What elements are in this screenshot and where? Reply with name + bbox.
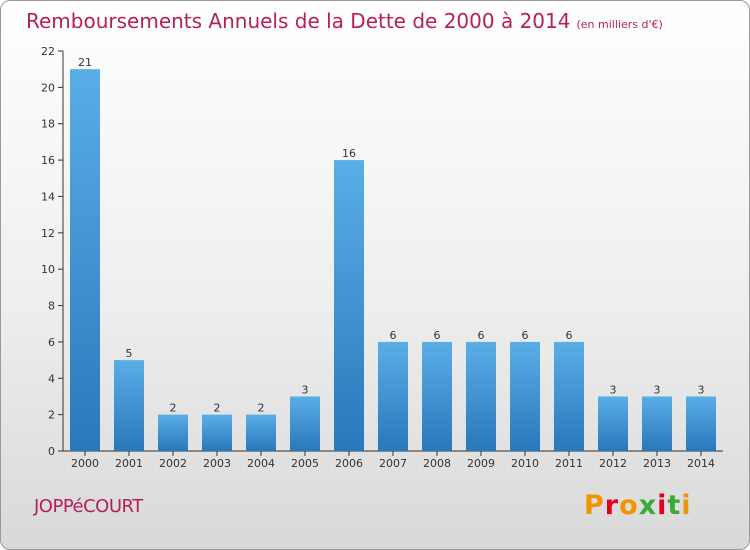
y-tick-label: 20 [41, 81, 55, 94]
data-label: 2 [258, 402, 265, 415]
bar-2001 [114, 360, 144, 451]
data-label: 6 [566, 329, 573, 342]
data-label: 6 [522, 329, 529, 342]
x-tick-label: 2009 [467, 457, 495, 470]
data-label: 3 [610, 383, 617, 396]
data-label: 3 [302, 383, 309, 396]
data-label: 2 [170, 402, 177, 415]
x-tick-label: 2000 [71, 457, 99, 470]
bar-2011 [554, 341, 584, 451]
data-label: 5 [126, 347, 133, 360]
y-tick-label: 8 [48, 300, 55, 313]
data-label: 3 [698, 383, 705, 396]
x-tick-label: 2002 [159, 457, 187, 470]
bar-2006 [334, 160, 364, 451]
bar-2007 [378, 341, 408, 451]
bar-2009 [466, 341, 496, 451]
x-tick-label: 2008 [423, 457, 451, 470]
x-tick-label: 2013 [643, 457, 671, 470]
y-tick-label: 6 [48, 336, 55, 349]
data-label: 6 [390, 329, 397, 342]
y-tick-label: 12 [41, 227, 55, 240]
proxiti-logo: Proxiti [584, 490, 692, 521]
data-label: 6 [478, 329, 485, 342]
chart-title: Remboursements Annuels de la Dette de 20… [26, 9, 663, 33]
x-tick-label: 2012 [599, 457, 627, 470]
bar-2008 [422, 341, 452, 451]
chart-title-text: Remboursements Annuels de la Dette de 20… [26, 9, 571, 33]
y-tick-label: 22 [41, 45, 55, 58]
x-tick-label: 2004 [247, 457, 275, 470]
x-tick-label: 2010 [511, 457, 539, 470]
bar-2000 [70, 69, 100, 451]
y-tick-label: 4 [48, 372, 55, 385]
bar-2010 [510, 341, 540, 451]
y-tick-label: 16 [41, 154, 55, 167]
y-tick-label: 10 [41, 263, 55, 276]
commune-name: JOPPéCOURT [34, 496, 143, 517]
data-label: 21 [78, 56, 92, 69]
data-label: 6 [434, 329, 441, 342]
y-tick-label: 2 [48, 409, 55, 422]
bar-2005 [290, 396, 320, 451]
x-tick-label: 2011 [555, 457, 583, 470]
y-tick-label: 0 [48, 445, 55, 458]
bar-2004 [246, 414, 276, 451]
data-label: 16 [342, 147, 356, 160]
y-tick-label: 18 [41, 118, 55, 131]
x-tick-label: 2006 [335, 457, 363, 470]
chart-unit-label: (en milliers d'€) [576, 18, 663, 31]
data-label: 2 [214, 402, 221, 415]
data-label: 3 [654, 383, 661, 396]
x-tick-label: 2005 [291, 457, 319, 470]
bar-2013 [642, 396, 672, 451]
x-tick-label: 2007 [379, 457, 407, 470]
bar-2014 [686, 396, 716, 451]
x-tick-label: 2001 [115, 457, 143, 470]
bar-2003 [202, 414, 232, 451]
x-tick-label: 2014 [687, 457, 715, 470]
bar-2002 [158, 414, 188, 451]
y-tick-label: 14 [41, 190, 55, 203]
bar-2012 [598, 396, 628, 451]
x-tick-label: 2003 [203, 457, 231, 470]
